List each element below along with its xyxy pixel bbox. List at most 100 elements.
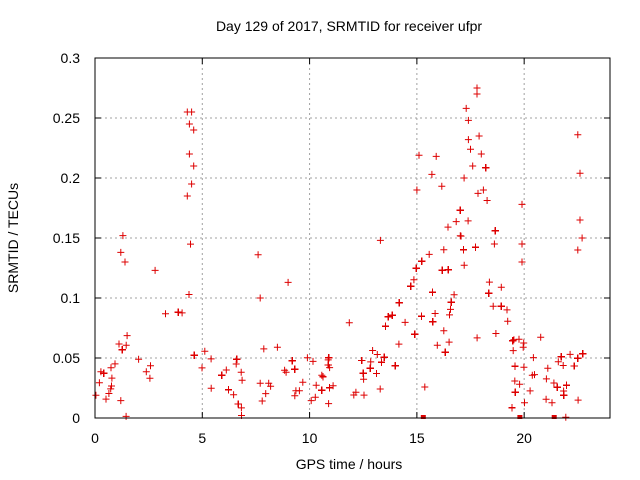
data-point xyxy=(576,216,584,224)
data-point xyxy=(254,251,262,259)
data-point xyxy=(307,397,315,405)
data-point xyxy=(378,358,385,366)
data-point xyxy=(511,377,519,385)
data-point xyxy=(542,395,550,403)
data-point xyxy=(185,150,193,158)
data-point xyxy=(267,382,275,390)
data-point xyxy=(432,152,440,160)
data-point xyxy=(548,399,556,407)
data-point xyxy=(491,227,499,235)
data-point xyxy=(472,243,479,251)
data-point xyxy=(482,164,490,172)
data-point xyxy=(521,399,528,407)
data-point xyxy=(238,376,246,384)
data-point xyxy=(509,337,517,345)
data-point xyxy=(464,116,472,124)
data-point xyxy=(497,302,505,310)
data-point xyxy=(418,312,425,320)
data-point xyxy=(303,354,311,362)
y-tick-label: 0.25 xyxy=(53,110,80,126)
data-point xyxy=(256,379,264,387)
data-point xyxy=(281,366,289,374)
data-point xyxy=(123,332,131,340)
data-point xyxy=(190,162,198,170)
data-point xyxy=(388,311,396,319)
data-point xyxy=(395,299,403,307)
data-point xyxy=(118,346,126,354)
gap-marker xyxy=(517,415,523,419)
data-point xyxy=(526,387,534,395)
data-point xyxy=(444,223,452,231)
data-point xyxy=(490,240,498,248)
data-point xyxy=(447,305,454,313)
data-point xyxy=(318,386,326,394)
data-point xyxy=(425,250,433,258)
data-point xyxy=(92,391,100,399)
gap-marker xyxy=(420,415,426,419)
data-point xyxy=(122,412,130,420)
data-point xyxy=(418,257,426,265)
data-point xyxy=(100,369,108,377)
data-point xyxy=(367,358,375,366)
data-point xyxy=(146,374,154,382)
data-point xyxy=(299,378,307,386)
data-point xyxy=(291,392,299,400)
data-point xyxy=(464,217,472,225)
data-point xyxy=(553,383,561,391)
data-point xyxy=(447,298,455,306)
data-point xyxy=(560,391,568,399)
y-tick-label: 0.3 xyxy=(61,50,81,66)
data-point xyxy=(384,313,392,321)
data-point xyxy=(382,322,389,330)
data-point xyxy=(230,391,238,399)
data-point xyxy=(485,278,493,286)
data-point xyxy=(542,375,550,383)
data-point xyxy=(440,327,448,335)
data-point xyxy=(520,363,528,371)
data-point xyxy=(352,388,360,396)
data-point xyxy=(441,348,449,356)
y-tick-label: 0 xyxy=(72,410,80,426)
data-point xyxy=(554,358,562,366)
data-point xyxy=(566,350,574,358)
grid xyxy=(95,58,610,418)
data-point xyxy=(559,362,567,369)
data-point xyxy=(135,355,143,363)
data-point xyxy=(503,306,511,314)
y-tick-label: 0.15 xyxy=(53,230,80,246)
data-point xyxy=(185,291,193,298)
data-point xyxy=(185,120,193,128)
data-point xyxy=(518,240,526,248)
data-point xyxy=(508,404,516,412)
gap-marker xyxy=(551,415,557,419)
data-point xyxy=(190,126,198,134)
data-point xyxy=(469,162,477,170)
data-point xyxy=(373,351,381,358)
y-tick-label: 0.2 xyxy=(61,170,81,186)
x-tick-label: 0 xyxy=(91,430,99,446)
y-axis-label: SRMTID / TECUs xyxy=(5,183,21,293)
data-point xyxy=(515,335,523,343)
data-point xyxy=(557,353,565,361)
data-point xyxy=(574,131,582,139)
data-point xyxy=(232,360,240,368)
data-points xyxy=(92,84,587,421)
data-point xyxy=(198,364,206,372)
data-point xyxy=(318,371,326,379)
data-point xyxy=(485,289,493,297)
data-point xyxy=(412,264,420,272)
data-point xyxy=(578,234,586,242)
data-point xyxy=(324,361,332,369)
data-point xyxy=(401,318,409,326)
data-point xyxy=(563,381,570,389)
data-point xyxy=(445,338,453,346)
data-point xyxy=(237,368,245,376)
data-point xyxy=(360,375,368,383)
data-point xyxy=(510,336,518,344)
data-point xyxy=(576,169,584,177)
data-point xyxy=(107,364,115,372)
data-point xyxy=(325,354,333,362)
data-point xyxy=(562,413,570,421)
data-point xyxy=(121,258,129,266)
